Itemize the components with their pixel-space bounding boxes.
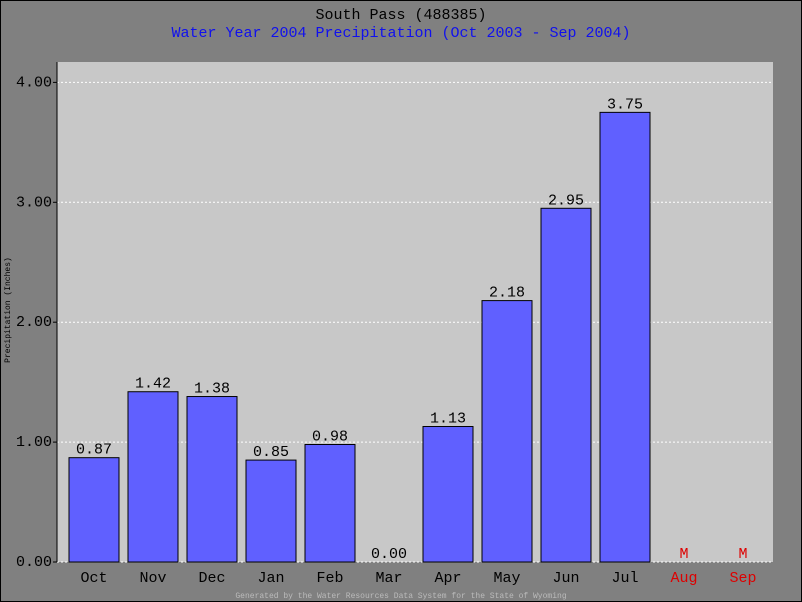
value-label: M [738, 546, 747, 563]
y-tick-label: 0.00 [16, 554, 52, 571]
y-axis-label: Precipitation (Inches) [4, 257, 13, 363]
x-tick-label: Apr [434, 570, 461, 587]
value-label: 1.13 [430, 410, 466, 427]
value-label: 2.18 [489, 285, 525, 302]
x-tick-label: Sep [729, 570, 756, 587]
value-label: 2.95 [548, 192, 584, 209]
value-label: 0.85 [253, 444, 289, 461]
bar [422, 426, 474, 563]
value-label: 3.75 [607, 96, 643, 113]
y-tick-label: 1.00 [16, 434, 52, 451]
x-tick-label: Jan [257, 570, 284, 587]
bar [304, 443, 356, 563]
x-tick-label: May [493, 570, 520, 587]
x-tick-label: Jul [611, 570, 638, 587]
value-label: 1.42 [135, 376, 171, 393]
value-label: M [679, 546, 688, 563]
chart-title: South Pass (488385) [315, 7, 486, 24]
value-label: 0.98 [312, 428, 348, 445]
x-tick-label: Dec [198, 570, 225, 587]
footer: Generated by the Water Resources Data Sy… [235, 592, 566, 601]
chart-subtitle: Water Year 2004 Precipitation (Oct 2003 … [171, 25, 630, 42]
y-tick-label: 2.00 [16, 314, 52, 331]
bar [481, 300, 533, 563]
y-tick-label: 4.00 [16, 74, 52, 91]
bar [127, 391, 179, 563]
bar [68, 457, 120, 563]
bar [599, 111, 651, 563]
value-label: 0.87 [76, 442, 112, 459]
bar [540, 207, 592, 563]
y-tick-label: 3.00 [16, 194, 52, 211]
x-tick-label: Oct [80, 570, 107, 587]
x-tick-label: Nov [139, 570, 166, 587]
bar [186, 396, 238, 563]
x-tick-label: Jun [552, 570, 579, 587]
value-label: 0.00 [371, 546, 407, 563]
x-tick-label: Feb [316, 570, 343, 587]
value-label: 1.38 [194, 381, 230, 398]
bar [245, 459, 297, 563]
x-tick-label: Aug [670, 570, 697, 587]
x-tick-label: Mar [375, 570, 402, 587]
